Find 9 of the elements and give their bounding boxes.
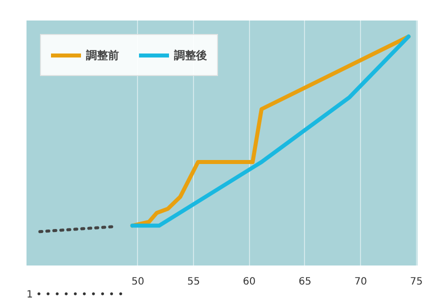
- x-tick-label: 60: [242, 276, 256, 288]
- x-tick-label: 65: [298, 276, 312, 288]
- legend-label: 調整前: [86, 48, 119, 62]
- x-tick-label: 50: [132, 276, 144, 288]
- text: 1 • • • • • • • • • •: [26, 290, 124, 300]
- legend-label: 調整後: [174, 48, 207, 62]
- x-tick-label: 70: [354, 276, 368, 288]
- x-tick-label: 75: [410, 276, 423, 288]
- x-tick-label: 55: [187, 276, 200, 288]
